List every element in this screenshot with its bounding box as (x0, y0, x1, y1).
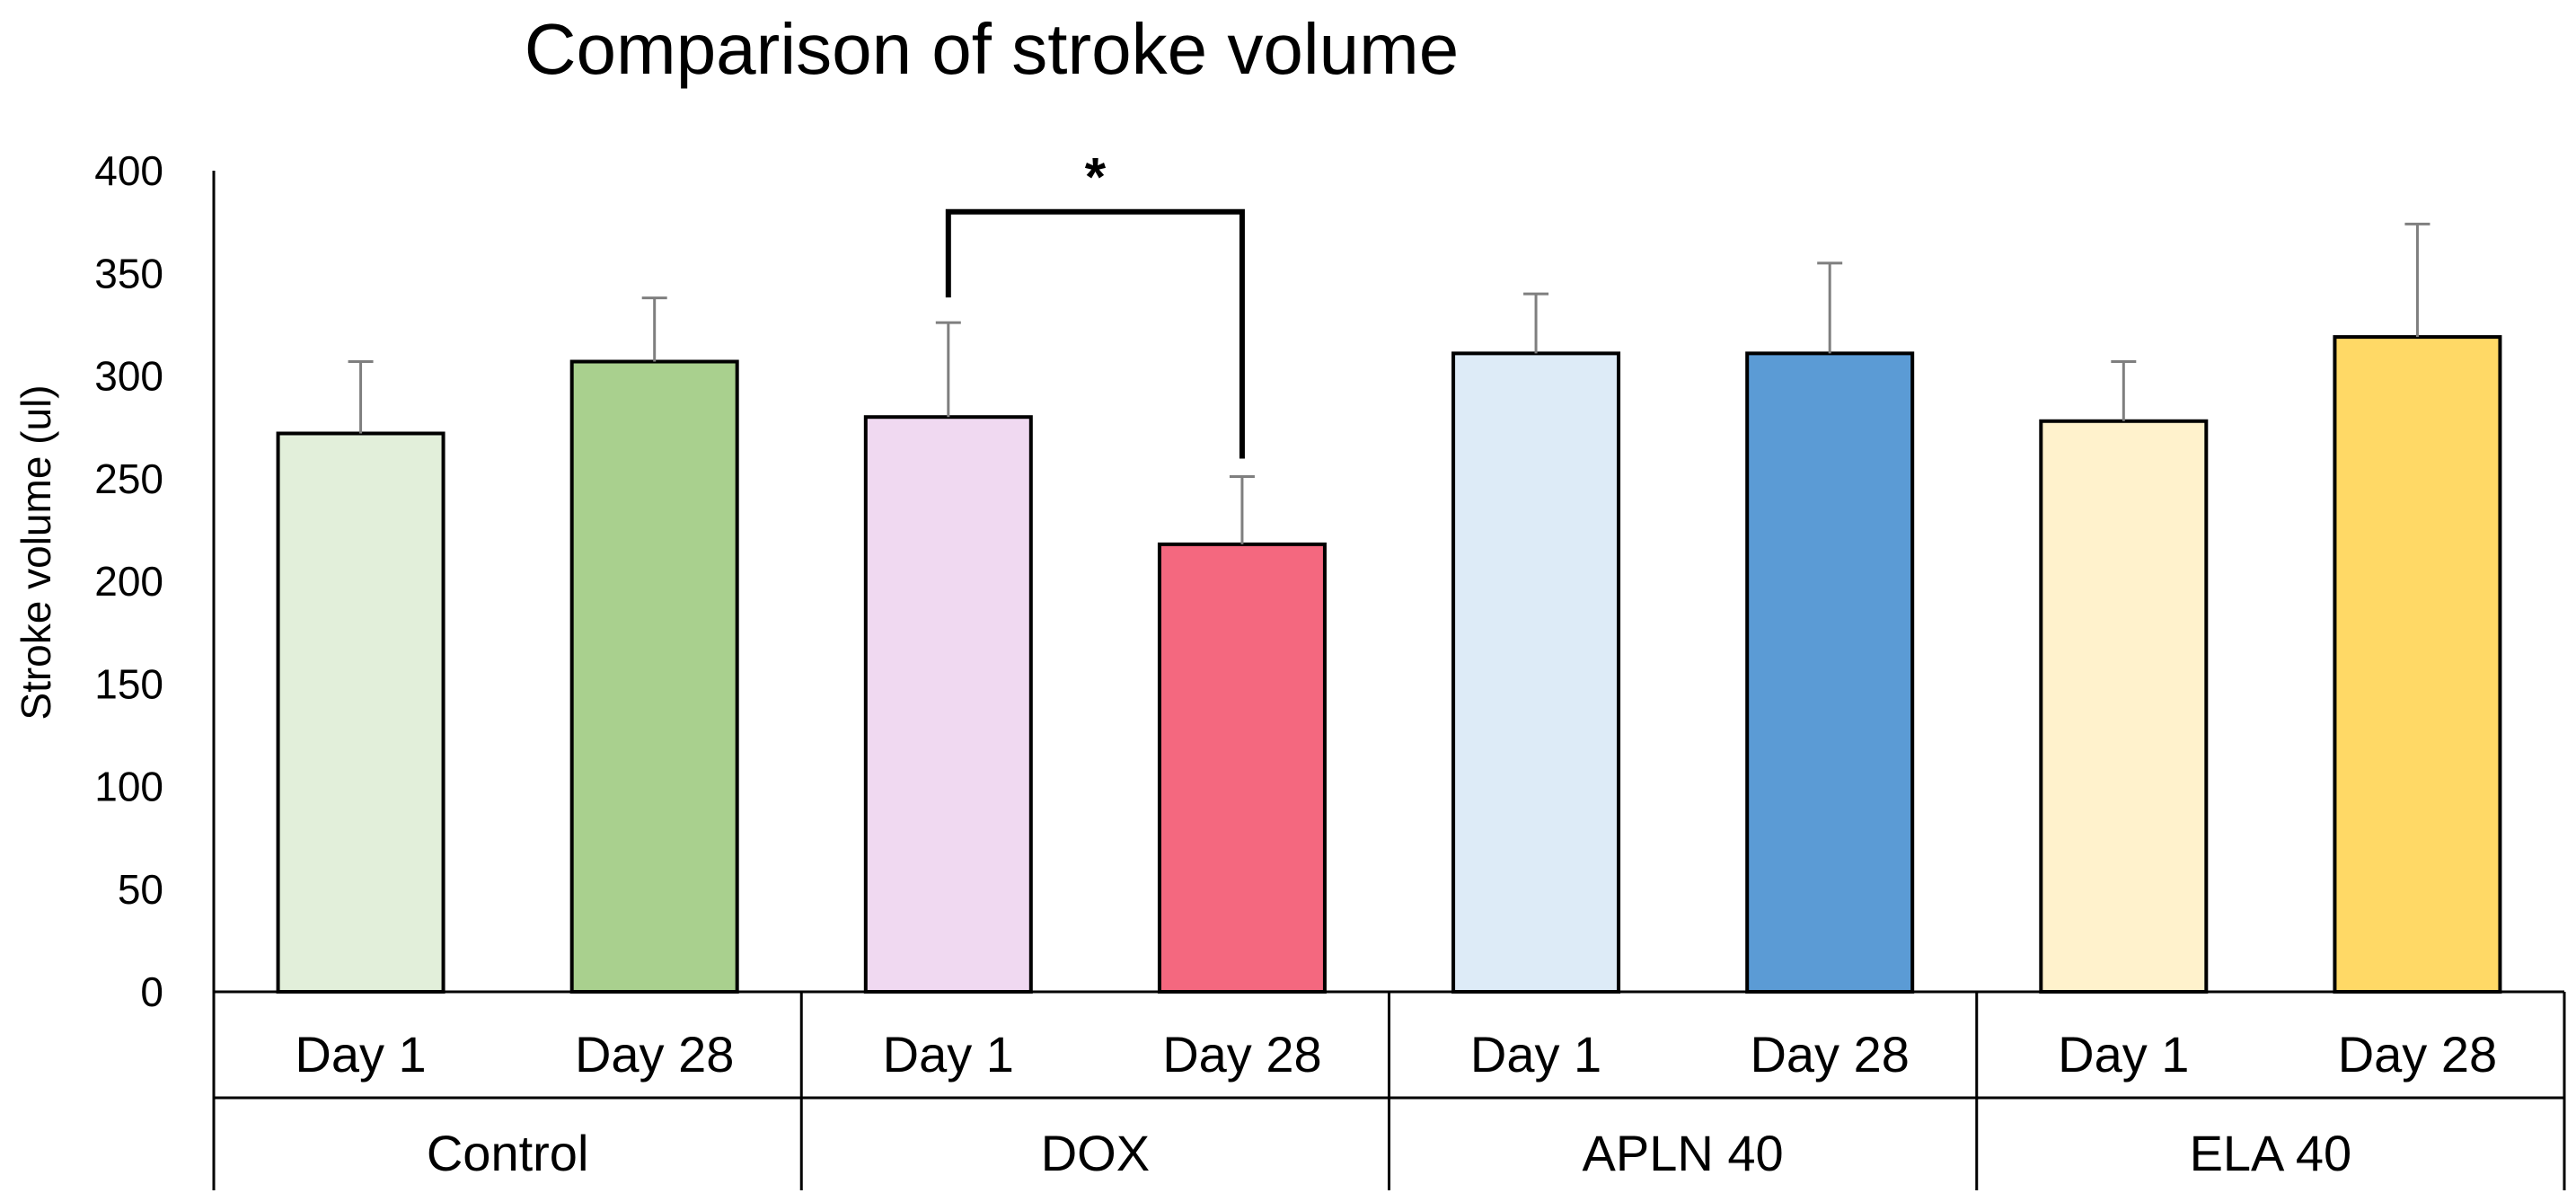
x-tick-label: Day 28 (2338, 1026, 2497, 1083)
x-tick-label: Day 1 (883, 1026, 1014, 1083)
x-tick-label: Day 28 (1162, 1026, 1321, 1083)
y-axis-label: Stroke volume (ul) (13, 384, 59, 720)
bar (1451, 351, 1621, 994)
significance-marker: * (1085, 147, 1107, 208)
group-label: Control (427, 1125, 589, 1181)
group-label: DOX (1041, 1125, 1150, 1181)
x-tick-label: Day 28 (575, 1026, 734, 1083)
x-tick-label: Day 1 (2058, 1026, 2189, 1083)
x-tick-label: Day 1 (295, 1026, 426, 1083)
y-tick-label: 300 (94, 353, 163, 400)
x-tick-label: Day 1 (1470, 1026, 1601, 1083)
bar (2039, 419, 2209, 994)
bar (569, 359, 739, 994)
bar (276, 431, 446, 994)
y-tick-label: 250 (94, 455, 163, 502)
bar (1745, 351, 1915, 994)
bar (2333, 335, 2502, 994)
group-label: APLN 40 (1583, 1125, 1784, 1181)
y-tick-label: 400 (94, 147, 163, 194)
y-tick-label: 100 (94, 764, 163, 810)
y-tick-label: 200 (94, 558, 163, 605)
y-tick-label: 50 (118, 866, 163, 913)
bar (1157, 542, 1327, 994)
y-tick-label: 0 (140, 968, 163, 1015)
y-tick-label: 350 (94, 250, 163, 296)
group-label: ELA 40 (2190, 1125, 2352, 1181)
x-tick-label: Day 28 (1750, 1026, 1909, 1083)
y-tick-label: 150 (94, 660, 163, 707)
bar (863, 415, 1033, 994)
significance-bracket (945, 208, 1245, 459)
chart-title: Comparison of stroke volume (525, 9, 1459, 89)
